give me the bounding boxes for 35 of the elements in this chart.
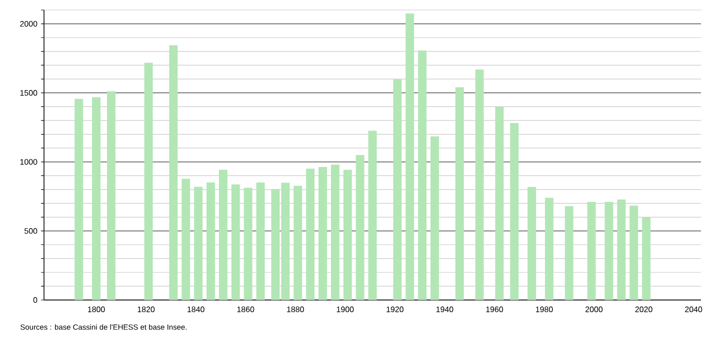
bar	[544, 198, 554, 300]
bar	[617, 199, 626, 300]
bar	[92, 97, 100, 300]
bar	[231, 184, 240, 300]
bar	[368, 130, 377, 300]
bar	[294, 186, 302, 300]
bar	[630, 206, 638, 300]
bar	[356, 154, 364, 300]
bar	[169, 45, 178, 300]
bar	[430, 136, 439, 300]
bar	[455, 87, 464, 300]
bar	[564, 206, 574, 300]
bar	[418, 50, 427, 300]
bar	[475, 70, 484, 300]
bar	[106, 91, 116, 300]
bar	[318, 167, 327, 300]
bar	[74, 98, 84, 300]
bar	[604, 202, 614, 300]
bar	[306, 168, 315, 300]
bar	[194, 186, 203, 300]
bar	[218, 170, 228, 300]
bar	[244, 188, 252, 300]
bar	[256, 182, 265, 300]
bar	[206, 182, 215, 300]
bar	[393, 79, 402, 300]
bar	[510, 122, 519, 300]
bar	[330, 164, 340, 300]
bar	[587, 202, 596, 300]
bar	[642, 217, 650, 300]
bar	[343, 170, 352, 300]
bar	[406, 13, 414, 300]
bar	[528, 187, 536, 300]
bar	[182, 178, 190, 300]
bar	[144, 62, 153, 300]
bar	[495, 106, 504, 300]
